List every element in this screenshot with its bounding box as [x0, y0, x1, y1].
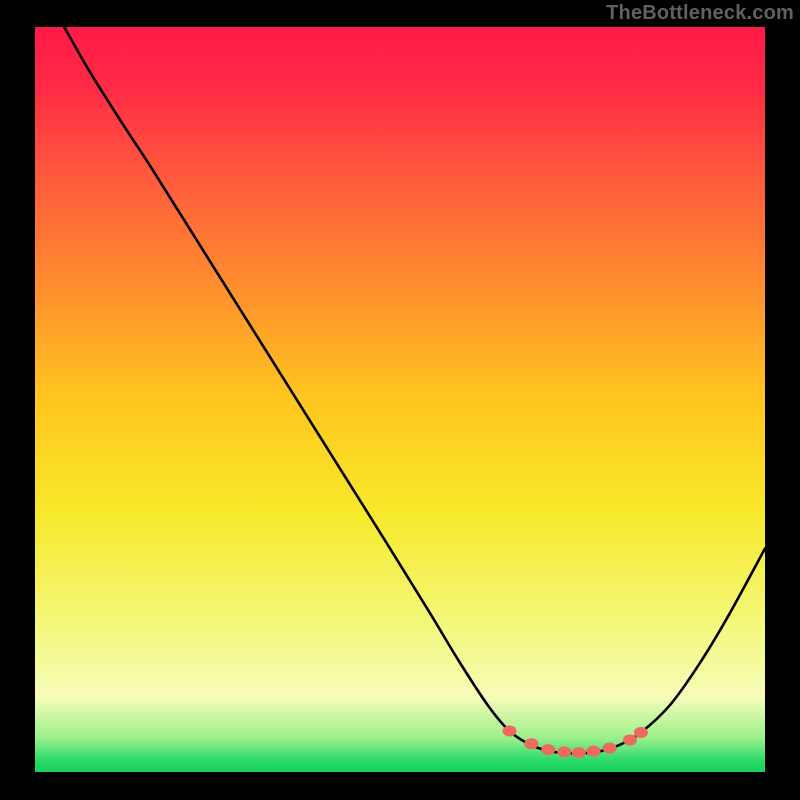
valley-marker [586, 746, 600, 757]
valley-marker [623, 734, 637, 745]
valley-marker [503, 726, 517, 737]
chart-frame: TheBottleneck.com [0, 0, 800, 800]
valley-marker [603, 743, 617, 754]
valley-marker [541, 744, 555, 755]
plot-background [35, 27, 765, 772]
valley-marker [634, 727, 648, 738]
valley-marker [557, 746, 571, 757]
valley-marker [572, 747, 586, 758]
watermark-text: TheBottleneck.com [606, 2, 794, 25]
valley-marker [524, 738, 538, 749]
bottleneck-chart [0, 0, 800, 800]
